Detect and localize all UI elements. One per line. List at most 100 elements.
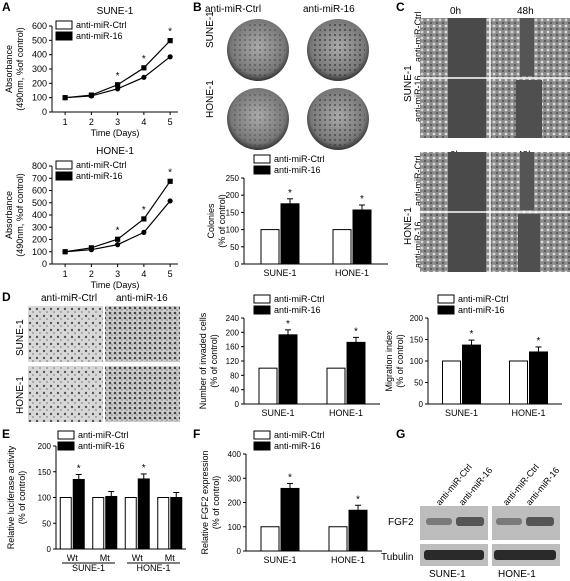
bar-mir16 — [346, 341, 366, 405]
legend-swatch — [253, 430, 271, 440]
legend-swatch — [437, 294, 455, 304]
data-point-mir16 — [62, 249, 68, 255]
data-point-ctrl — [115, 86, 121, 92]
x-tick-label: Wt — [132, 553, 143, 563]
y-tick-label: 150 — [410, 336, 424, 345]
x-axis-label: Time (Days) — [91, 128, 140, 138]
x-tick-label: 4 — [141, 117, 146, 127]
y-axis-label: Colonies — [206, 203, 216, 239]
y-axis-label: Number of invaded cells — [198, 312, 208, 409]
colony-plate-photos — [227, 19, 369, 150]
significance-mark: * — [356, 494, 360, 505]
panel-label-d: D — [2, 290, 11, 304]
x-tick-label: HONE-1 — [329, 408, 363, 418]
significance-mark: * — [537, 336, 541, 347]
x-tick-label: 1 — [63, 269, 68, 279]
legend-swatch — [437, 305, 455, 315]
invasion-header-ctrl: anti-miR-Ctrl — [41, 293, 98, 304]
bar-ctrl — [332, 229, 352, 265]
data-point-mir16 — [88, 92, 94, 98]
bar-ctrl — [509, 360, 528, 405]
x-tick-label: HONE-1 — [331, 555, 365, 565]
y-axis-label: Relative luciferase activity — [6, 445, 16, 549]
colony-row-label-hone: HONE-1 — [205, 80, 216, 118]
x-tick-label: 1 — [63, 117, 68, 127]
y-tick-label: 300 — [228, 474, 242, 483]
chart-title: SUNE-1 — [97, 6, 134, 17]
bar-mir16 — [137, 478, 150, 550]
x-tick-label: SUNE-1 — [263, 555, 296, 565]
tubulin-band-2 — [494, 550, 556, 560]
y-tick-label: 300 — [32, 64, 47, 74]
significance-mark: * — [142, 205, 146, 216]
x-tick-label: 2 — [89, 269, 94, 279]
x-tick-label: 2 — [89, 117, 94, 127]
significance-mark: * — [286, 319, 290, 330]
y-tick-label: 150 — [38, 468, 52, 477]
panel-label-g: G — [396, 427, 406, 441]
panel-label-a: A — [2, 0, 11, 14]
legend-swatch — [253, 305, 271, 315]
y-tick-label: 50 — [414, 379, 423, 388]
y-tick-label: 200 — [32, 235, 47, 245]
y-tick-label: 800 — [32, 161, 47, 171]
significance-mark: * — [470, 329, 474, 340]
y-tick-label: 600 — [32, 21, 47, 31]
bar-ctrl — [59, 497, 72, 550]
y-tick-label: 200 — [32, 78, 47, 88]
x-tick-label: 4 — [141, 269, 146, 279]
x-tick-label: 3 — [115, 269, 120, 279]
y-tick-label: 100 — [228, 523, 242, 532]
y-tick-label: 500 — [32, 35, 47, 45]
y-tick-label: 200 — [226, 328, 240, 337]
y-axis-label: (490nm, %of control) — [15, 173, 25, 257]
fgf2-band-1 — [426, 518, 452, 525]
wound-header-48h: 48h — [517, 6, 534, 17]
data-point-mir16 — [167, 178, 173, 184]
y-tick-label: 0 — [235, 400, 240, 409]
y-tick-label: 200 — [38, 442, 52, 451]
wound-healing-photos — [420, 18, 570, 272]
y-tick-label: 700 — [32, 173, 47, 183]
y-tick-label: 0 — [42, 107, 47, 117]
legend-swatch — [253, 165, 271, 175]
bar-ctrl — [258, 367, 278, 405]
x-tick-label: SUNE-1 — [263, 268, 296, 278]
y-tick-label: 40 — [230, 386, 239, 395]
invasion-row-label-sune: SUNE-1 — [15, 319, 26, 356]
y-tick-label: 0 — [47, 545, 52, 554]
legend-entry: anti-miR-Ctrl — [76, 160, 127, 170]
y-tick-label: 240 — [226, 314, 240, 323]
y-tick-label: 100 — [38, 494, 52, 503]
bar-mir16 — [72, 478, 85, 550]
y-tick-label: 50 — [230, 243, 239, 252]
legend-swatch — [253, 294, 271, 304]
legend-entry: anti-miR-Ctrl — [76, 20, 127, 30]
x-axis-label: Time (Days) — [91, 280, 140, 290]
y-tick-label: 150 — [226, 208, 240, 217]
x-tick-label: Wt — [67, 553, 78, 563]
x-tick-label: HONE-1 — [511, 408, 545, 418]
y-tick-label: 200 — [228, 499, 242, 508]
y-tick-label: 0 — [42, 259, 47, 269]
bar-ctrl — [157, 497, 170, 550]
y-axis-label: (490nm, %of control) — [15, 27, 25, 111]
y-tick-label: 100 — [32, 93, 47, 103]
group-label: HONE-1 — [136, 563, 170, 573]
x-tick-label: 5 — [168, 269, 173, 279]
y-axis-label: (% of control) — [211, 476, 221, 530]
panel-label-b: B — [193, 0, 202, 14]
y-tick-label: 200 — [226, 191, 240, 200]
blot-fgf2-label: FGF2 — [388, 517, 414, 528]
data-point-mir16 — [88, 245, 94, 251]
x-tick-label: SUNE-1 — [445, 408, 478, 418]
group-label: SUNE-1 — [72, 563, 105, 573]
legend-swatch — [55, 31, 73, 41]
y-axis-label: (% of control) — [395, 334, 405, 388]
legend-swatch — [55, 20, 73, 30]
y-tick-label: 500 — [32, 198, 47, 208]
y-axis-label: (% of control) — [209, 334, 219, 388]
